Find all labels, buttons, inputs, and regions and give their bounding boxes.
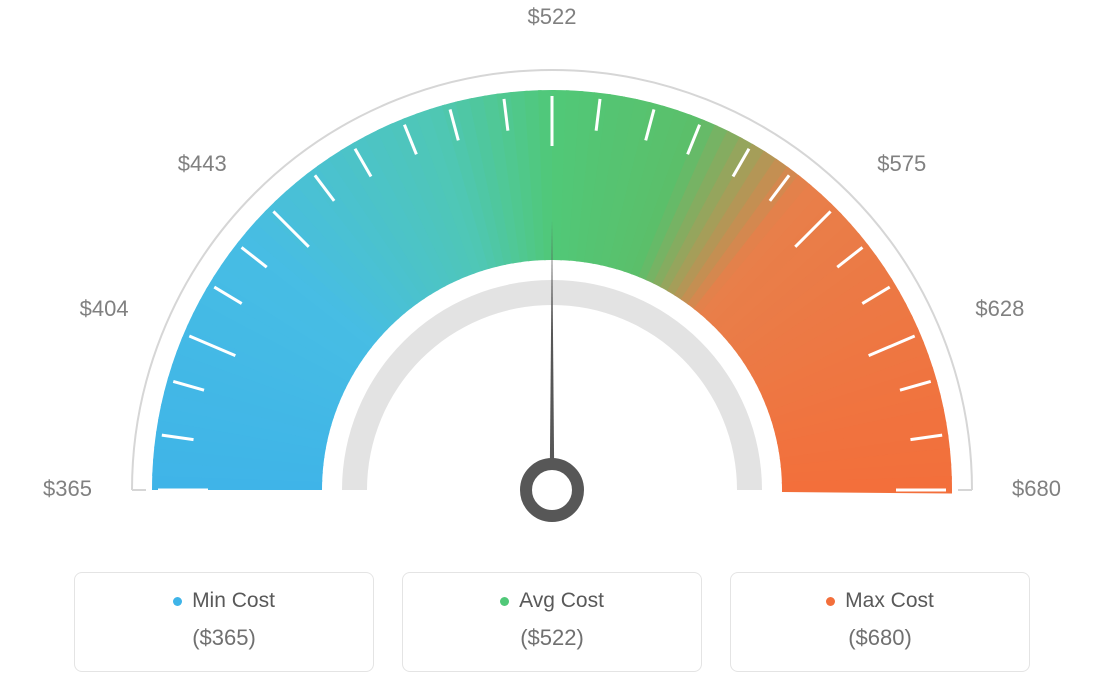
dot-icon: [826, 597, 835, 606]
tick-label: $365: [22, 476, 92, 502]
legend-card-avg: Avg Cost ($522): [402, 572, 702, 672]
dot-icon: [173, 597, 182, 606]
legend-title-min: Min Cost: [173, 589, 275, 613]
tick-label: $522: [522, 4, 582, 30]
tick-label: $443: [157, 151, 227, 177]
legend-title-min-text: Min Cost: [192, 589, 275, 613]
gauge-svg: [0, 0, 1104, 560]
legend-value-min: ($365): [192, 625, 256, 651]
tick-label: $575: [877, 151, 926, 177]
tick-label: $404: [59, 296, 129, 322]
legend-title-avg: Avg Cost: [500, 589, 604, 613]
legend-value-max: ($680): [848, 625, 912, 651]
tick-label: $628: [975, 296, 1024, 322]
legend-title-max-text: Max Cost: [845, 589, 934, 613]
tick-label: $680: [1012, 476, 1061, 502]
legend-title-max: Max Cost: [826, 589, 934, 613]
legend-value-avg: ($522): [520, 625, 584, 651]
legend-card-max: Max Cost ($680): [730, 572, 1030, 672]
legend-row: Min Cost ($365) Avg Cost ($522) Max Cost…: [0, 572, 1104, 672]
dot-icon: [500, 597, 509, 606]
cost-gauge: [0, 0, 1104, 560]
legend-title-avg-text: Avg Cost: [519, 589, 604, 613]
legend-card-min: Min Cost ($365): [74, 572, 374, 672]
